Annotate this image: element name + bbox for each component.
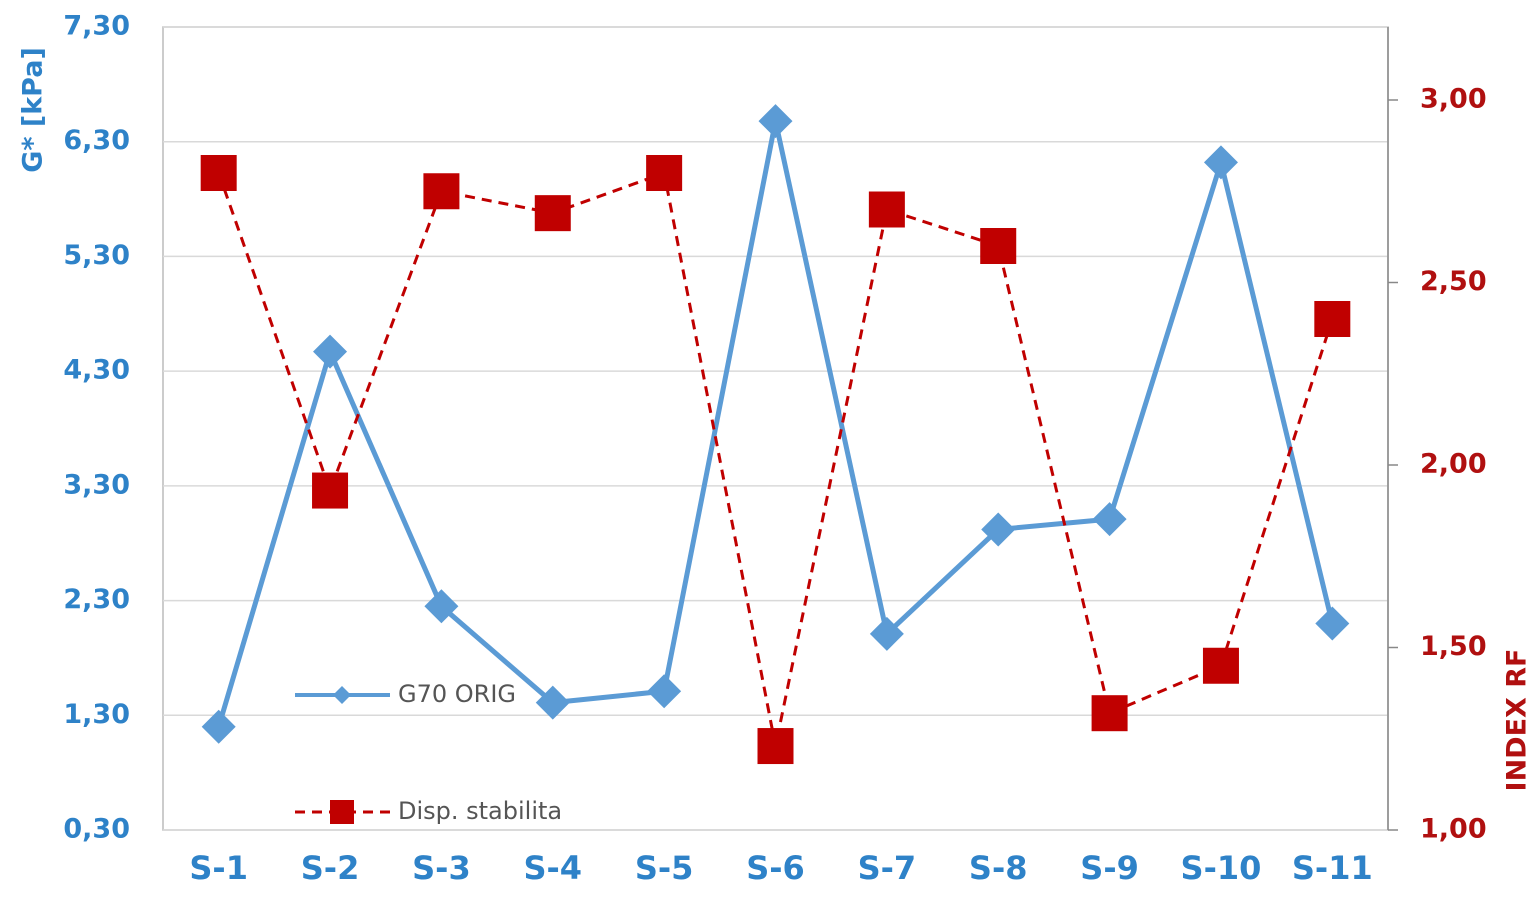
x-tick-label: S-1 <box>189 849 248 887</box>
square-marker <box>1091 695 1128 732</box>
y2-tick-label: 2,50 <box>1420 266 1487 297</box>
diamond-marker <box>1315 606 1350 641</box>
diamond-marker <box>535 685 570 720</box>
legend-label: G70 ORIG <box>398 680 516 708</box>
y2-tick-label: 3,00 <box>1420 84 1487 115</box>
square-marker <box>200 155 237 191</box>
y-tick-label: 5,30 <box>63 240 130 271</box>
square-marker <box>757 728 794 765</box>
y-tick-label: 7,30 <box>63 11 130 42</box>
plot-area <box>162 26 1389 831</box>
x-tick-label: S-3 <box>412 849 471 887</box>
diamond-marker <box>201 709 236 744</box>
diamond-marker <box>758 104 793 139</box>
x-tick-label: S-5 <box>635 849 694 887</box>
legend-marker <box>330 800 354 824</box>
y2-tick-label: 2,00 <box>1420 449 1487 480</box>
y-axis-label: G* [kPa] <box>18 47 49 173</box>
y2-axis-label: INDEX RF <box>1502 649 1532 792</box>
y-tick-label: 4,30 <box>63 355 130 386</box>
diamond-marker <box>869 616 904 651</box>
y2-tick-label: 1,00 <box>1420 814 1487 845</box>
legend-label: Disp. stabilita <box>398 797 562 825</box>
x-tick-label: S-9 <box>1080 849 1139 887</box>
legend-marker <box>333 686 351 704</box>
x-tick-label: S-6 <box>746 849 805 887</box>
square-marker <box>534 195 571 232</box>
square-marker <box>980 228 1017 264</box>
diamond-marker <box>313 334 348 369</box>
x-tick-label: S-10 <box>1181 849 1262 887</box>
diamond-marker <box>981 512 1016 547</box>
y-tick-label: 0,30 <box>63 814 130 845</box>
x-tick-label: S-7 <box>858 849 917 887</box>
diamond-marker <box>1203 145 1238 180</box>
diamond-marker <box>1092 502 1127 537</box>
y-tick-label: 2,30 <box>63 584 130 615</box>
square-marker <box>646 155 683 191</box>
diamond-marker <box>647 674 682 709</box>
y-tick-label: 6,30 <box>63 125 130 156</box>
x-tick-label: S-2 <box>301 849 360 887</box>
square-marker <box>868 191 905 228</box>
square-marker <box>1202 647 1239 684</box>
x-tick-label: S-4 <box>523 849 582 887</box>
y2-tick-label: 1,50 <box>1420 631 1487 662</box>
y-tick-label: 1,30 <box>63 699 130 730</box>
diamond-marker <box>424 589 459 624</box>
y-tick-label: 3,30 <box>63 469 130 500</box>
x-tick-label: S-8 <box>969 849 1028 887</box>
x-tick-label: S-11 <box>1292 849 1373 887</box>
square-marker <box>1314 301 1351 337</box>
square-marker <box>423 173 460 210</box>
square-marker <box>312 472 349 509</box>
